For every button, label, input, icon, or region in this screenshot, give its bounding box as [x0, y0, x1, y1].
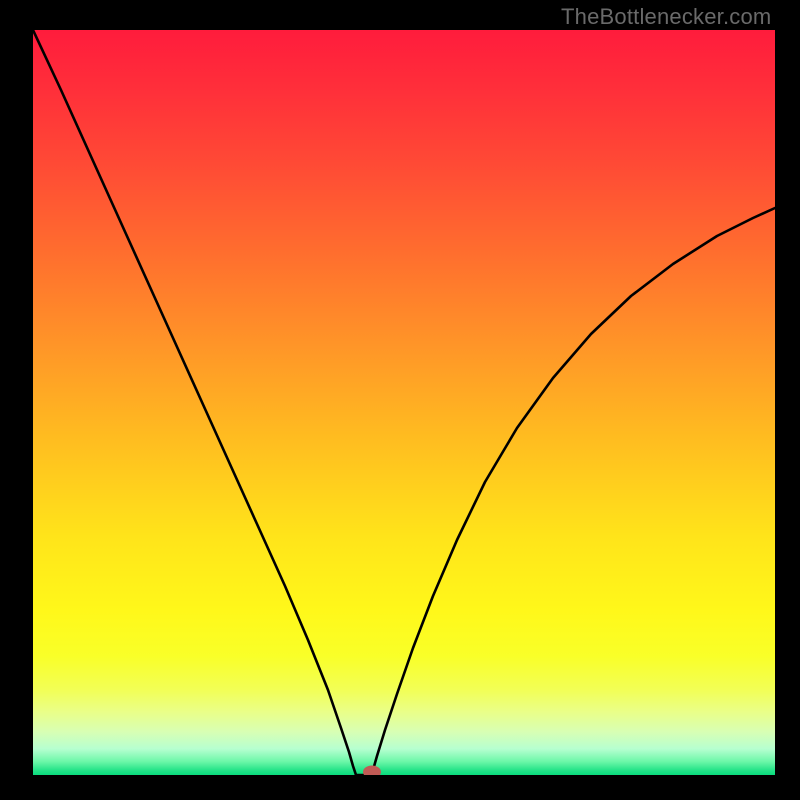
curve-path	[33, 30, 775, 775]
frame-bottom	[0, 775, 800, 800]
bottleneck-curve	[33, 30, 775, 775]
frame-left	[0, 0, 33, 800]
plot-area	[33, 30, 775, 775]
watermark: TheBottlenecker.com	[561, 4, 771, 30]
optimum-marker	[363, 766, 381, 776]
frame-right	[775, 0, 800, 800]
